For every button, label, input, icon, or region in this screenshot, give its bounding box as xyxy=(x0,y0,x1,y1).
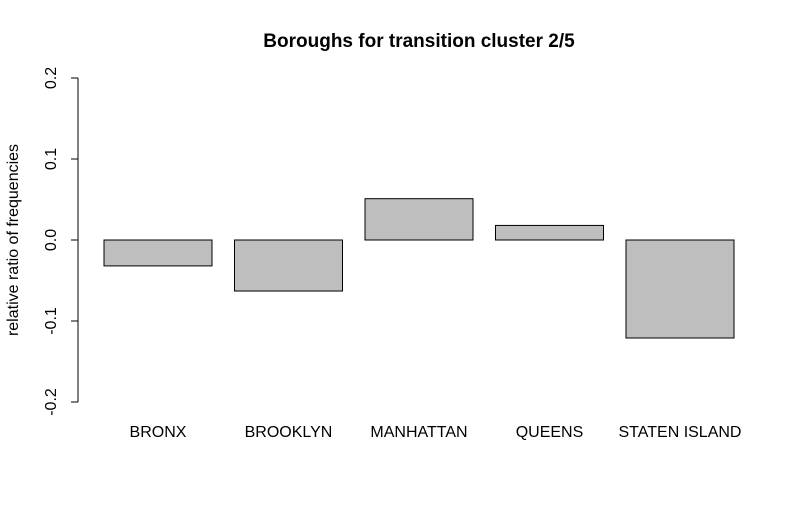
x-category-label: MANHATTAN xyxy=(370,424,467,441)
bar-brooklyn xyxy=(234,239,343,292)
y-axis-label: relative ratio of frequencies xyxy=(5,144,22,336)
y-tick-label: 0.1 xyxy=(43,148,60,170)
y-ticks: -0.2 -0.1 0.0 0.1 0.2 xyxy=(43,67,78,416)
x-category-label: BRONX xyxy=(130,424,187,441)
bars xyxy=(103,198,735,339)
x-category-label: STATEN ISLAND xyxy=(619,424,742,441)
chart-title: Boroughs for transition cluster 2/5 xyxy=(263,31,575,52)
x-category-label: QUEENS xyxy=(516,424,584,441)
category-labels: BRONX BROOKLYN MANHATTAN QUEENS STATEN ISLAN… xyxy=(130,424,742,441)
bar-staten-island xyxy=(625,239,735,339)
bar-queens xyxy=(495,224,604,241)
y-tick-label: -0.1 xyxy=(43,307,60,335)
y-tick-label: 0.0 xyxy=(43,229,60,251)
y-tick-label: -0.2 xyxy=(43,388,60,416)
bar-bronx xyxy=(103,239,213,267)
x-category-label: BROOKLYN xyxy=(245,424,333,441)
y-tick-label: 0.2 xyxy=(43,67,60,89)
bar-manhattan xyxy=(364,198,474,241)
